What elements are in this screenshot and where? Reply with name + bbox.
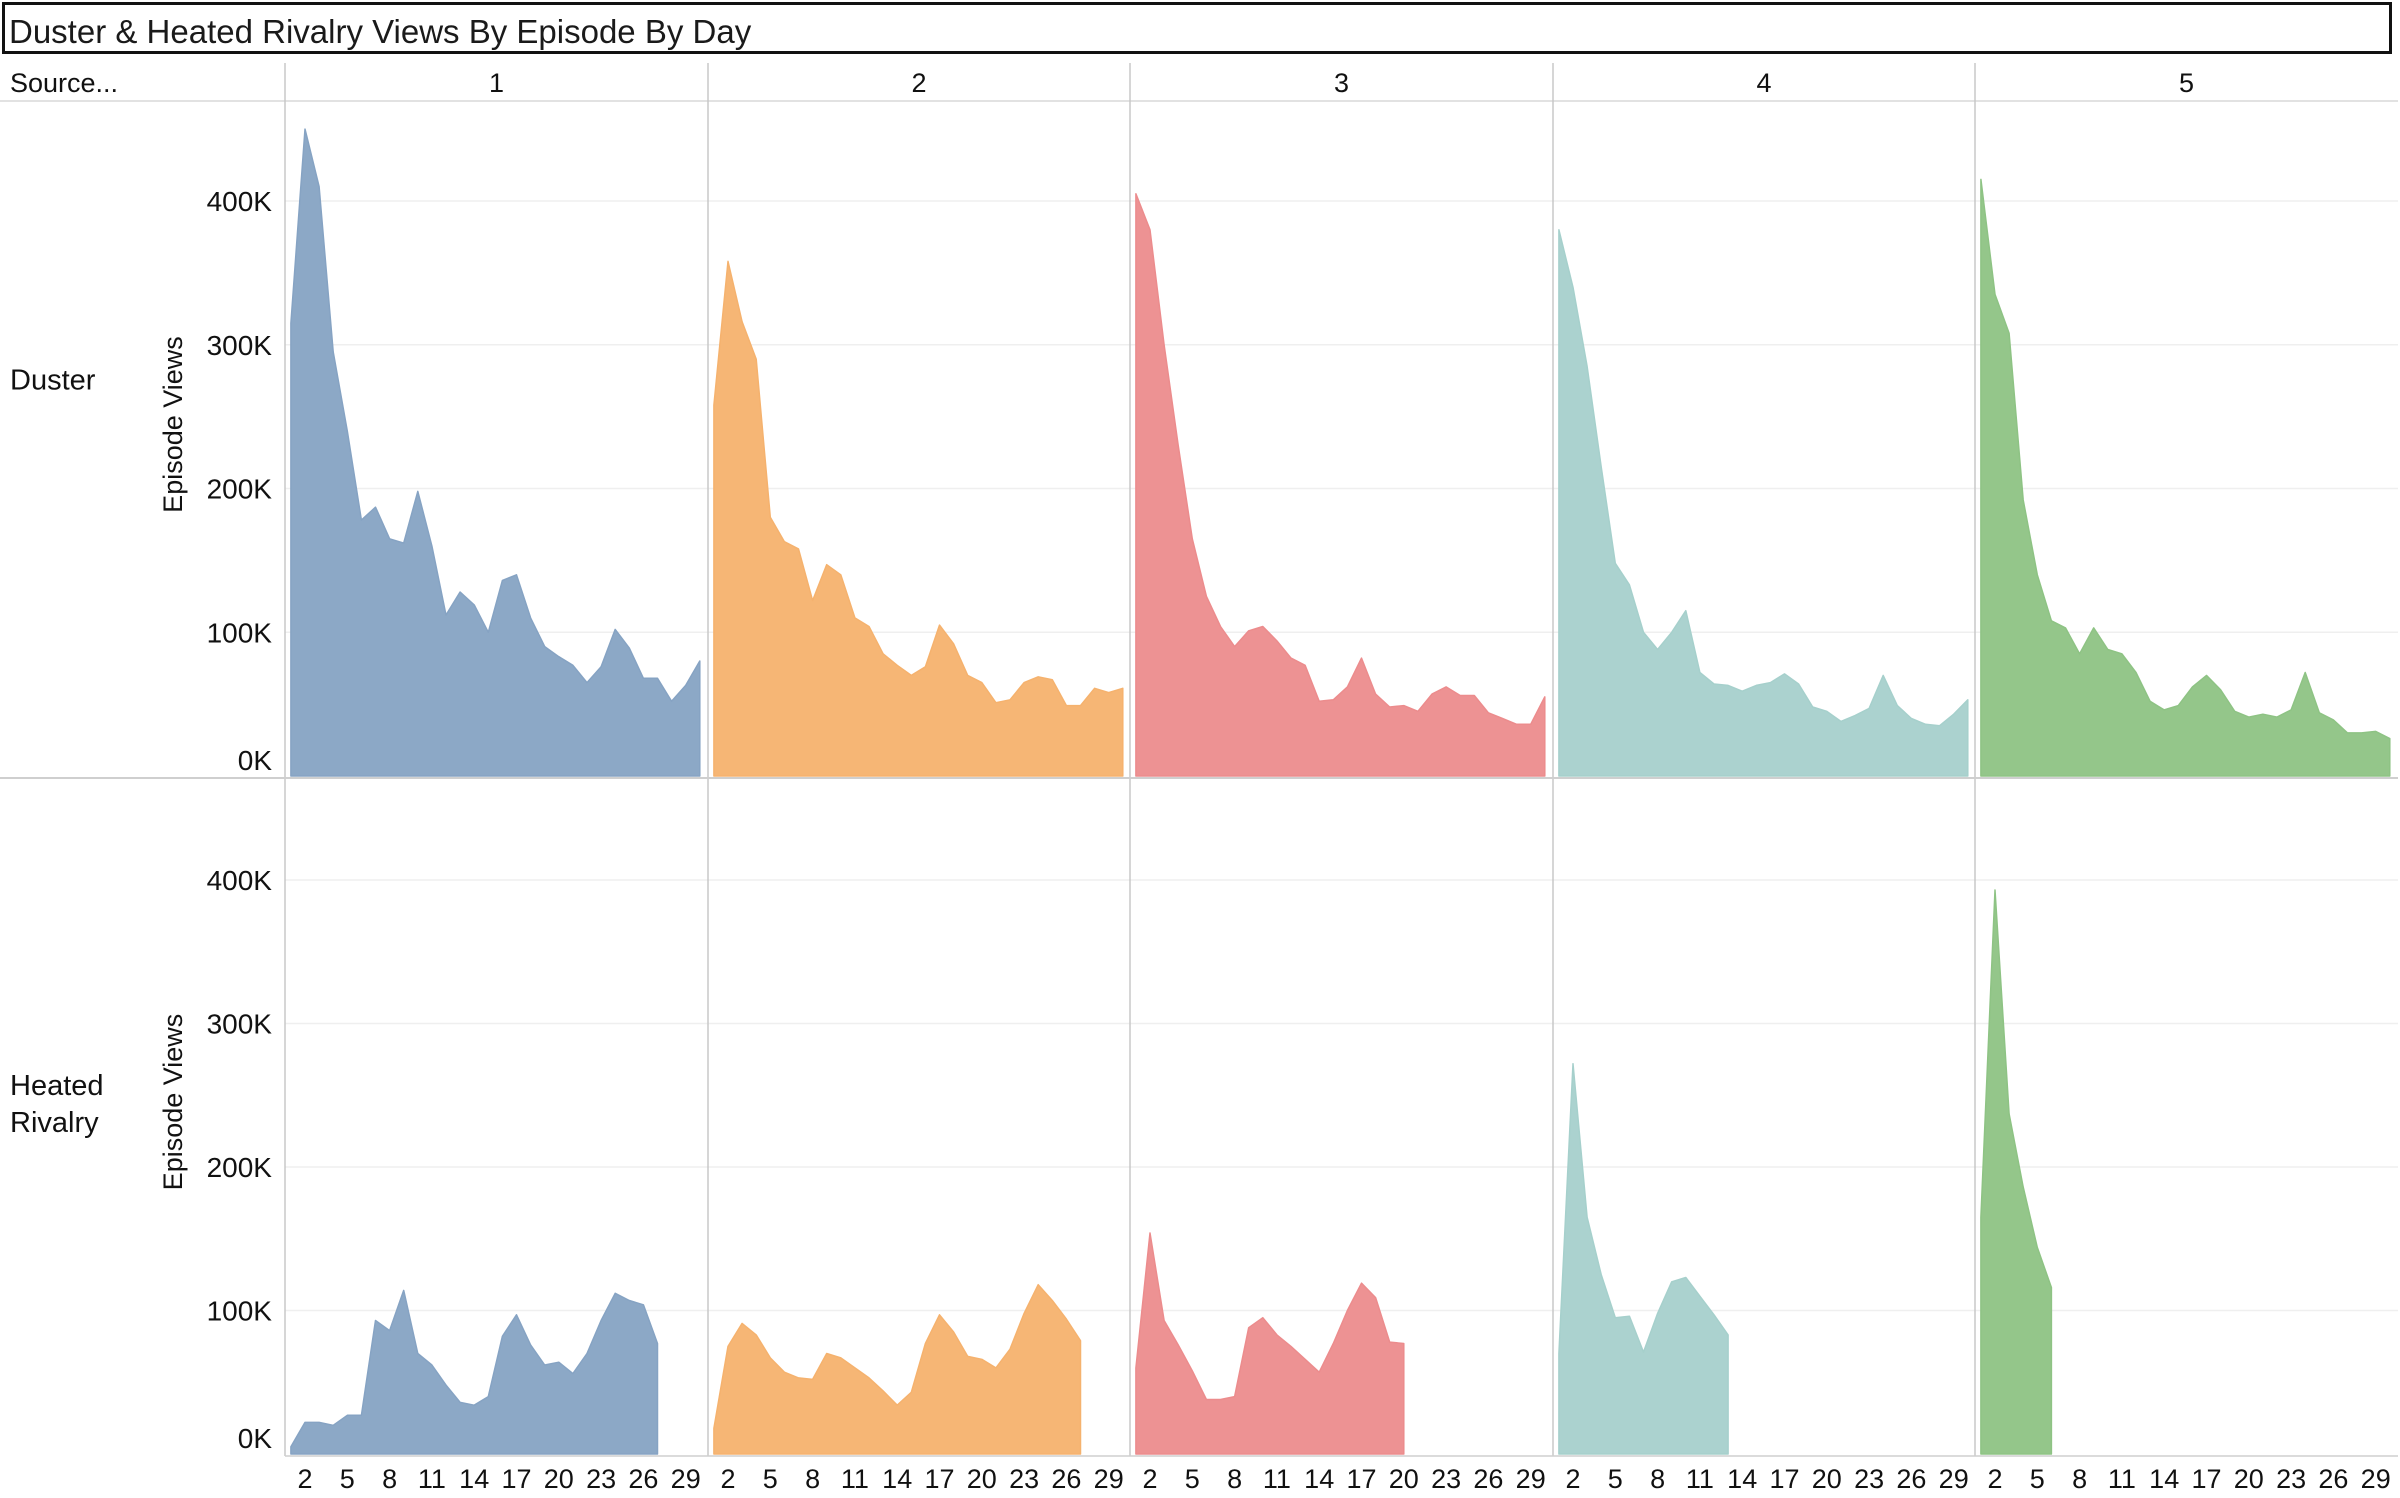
x-tick-label: 11 <box>418 1464 446 1494</box>
x-tick-label: 23 <box>1854 1464 1884 1494</box>
x-tick-label: 26 <box>628 1464 658 1494</box>
x-tick-label: 8 <box>805 1464 820 1494</box>
x-tick-label: 29 <box>1939 1464 1969 1494</box>
area-heated-rivalry-episode-2 <box>713 1283 1082 1455</box>
x-tick-label: 20 <box>1389 1464 1419 1494</box>
x-tick-label: 8 <box>382 1464 397 1494</box>
y-tick-label: 400K <box>207 865 273 896</box>
row-header-label: Source... <box>10 68 118 98</box>
area-heated-rivalry-episode-4 <box>1558 1062 1729 1455</box>
x-tick-label: 14 <box>882 1464 912 1494</box>
x-tick-label: 5 <box>2030 1464 2045 1494</box>
x-tick-label: 29 <box>1094 1464 1124 1494</box>
area-heated-rivalry-episode-3 <box>1135 1232 1405 1455</box>
x-tick-label: 23 <box>1009 1464 1039 1494</box>
y-tick-label: 300K <box>207 1009 273 1040</box>
x-tick-label: 17 <box>501 1464 531 1494</box>
chart-title: Duster & Heated Rivalry Views By Episode… <box>9 13 752 50</box>
x-tick-label: 29 <box>1516 1464 1546 1494</box>
area-duster-episode-3 <box>1135 193 1546 777</box>
x-tick-label: 20 <box>1812 1464 1842 1494</box>
x-tick-label: 11 <box>2108 1464 2136 1494</box>
x-tick-label: 8 <box>2072 1464 2087 1494</box>
row-label-0: Duster <box>10 365 96 397</box>
x-tick-label: 11 <box>841 1464 869 1494</box>
x-tick-label: 14 <box>1727 1464 1757 1494</box>
column-header-episode-1: 1 <box>489 68 504 98</box>
x-tick-label: 17 <box>1346 1464 1376 1494</box>
x-tick-label: 26 <box>1473 1464 1503 1494</box>
x-tick-label: 26 <box>2318 1464 2348 1494</box>
x-tick-label: 2 <box>1565 1464 1580 1494</box>
x-tick-label: 8 <box>1650 1464 1665 1494</box>
x-tick-label: 23 <box>586 1464 616 1494</box>
column-header-episode-5: 5 <box>2179 68 2194 98</box>
chart-title-bar: Duster & Heated Rivalry Views By Episode… <box>2 2 2392 54</box>
x-tick-label: 29 <box>2361 1464 2391 1494</box>
y-tick-label: 0K <box>238 745 273 776</box>
x-tick-label: 20 <box>2234 1464 2264 1494</box>
x-tick-label: 5 <box>340 1464 355 1494</box>
x-tick-label: 14 <box>1304 1464 1334 1494</box>
x-tick-label: 23 <box>1431 1464 1461 1494</box>
y-tick-label: 200K <box>207 474 273 505</box>
x-tick-label: 5 <box>1608 1464 1623 1494</box>
x-tick-label: 2 <box>1142 1464 1157 1494</box>
column-header-episode-2: 2 <box>911 68 926 98</box>
area-duster-episode-2 <box>713 260 1124 777</box>
y-tick-label: 300K <box>207 330 273 361</box>
x-tick-label: 23 <box>2276 1464 2306 1494</box>
x-tick-label: 8 <box>1227 1464 1242 1494</box>
area-heated-rivalry-episode-1 <box>290 1289 659 1455</box>
x-tick-label: 20 <box>967 1464 997 1494</box>
x-tick-label: 5 <box>1185 1464 1200 1494</box>
y-tick-label: 0K <box>238 1423 273 1454</box>
x-tick-label: 17 <box>2191 1464 2221 1494</box>
x-tick-label: 5 <box>763 1464 778 1494</box>
x-tick-label: 14 <box>459 1464 489 1494</box>
area-duster-episode-1 <box>290 128 701 777</box>
x-tick-label: 2 <box>1987 1464 2002 1494</box>
column-header-episode-4: 4 <box>1756 68 1771 98</box>
x-tick-label: 26 <box>1051 1464 1081 1494</box>
area-duster-episode-5 <box>1980 178 2391 777</box>
y-tick-label: 200K <box>207 1152 273 1183</box>
y-tick-label: 100K <box>207 1296 273 1327</box>
x-tick-label: 2 <box>720 1464 735 1494</box>
y-axis-title: Episode Views <box>158 1014 188 1191</box>
x-tick-label: 29 <box>671 1464 701 1494</box>
x-tick-label: 17 <box>924 1464 954 1494</box>
row-label-1: Heated Rivalry <box>10 1070 104 1139</box>
y-tick-label: 400K <box>207 186 273 217</box>
x-tick-label: 11 <box>1263 1464 1291 1494</box>
x-tick-label: 2 <box>297 1464 312 1494</box>
area-heated-rivalry-episode-5 <box>1980 889 2053 1455</box>
y-tick-label: 100K <box>207 617 273 648</box>
x-tick-label: 14 <box>2149 1464 2179 1494</box>
x-tick-label: 17 <box>1769 1464 1799 1494</box>
x-tick-label: 26 <box>1896 1464 1926 1494</box>
column-header-episode-3: 3 <box>1334 68 1349 98</box>
y-axis-title: Episode Views <box>158 336 188 513</box>
x-tick-label: 11 <box>1686 1464 1714 1494</box>
area-duster-episode-4 <box>1558 229 1969 777</box>
x-tick-label: 20 <box>544 1464 574 1494</box>
